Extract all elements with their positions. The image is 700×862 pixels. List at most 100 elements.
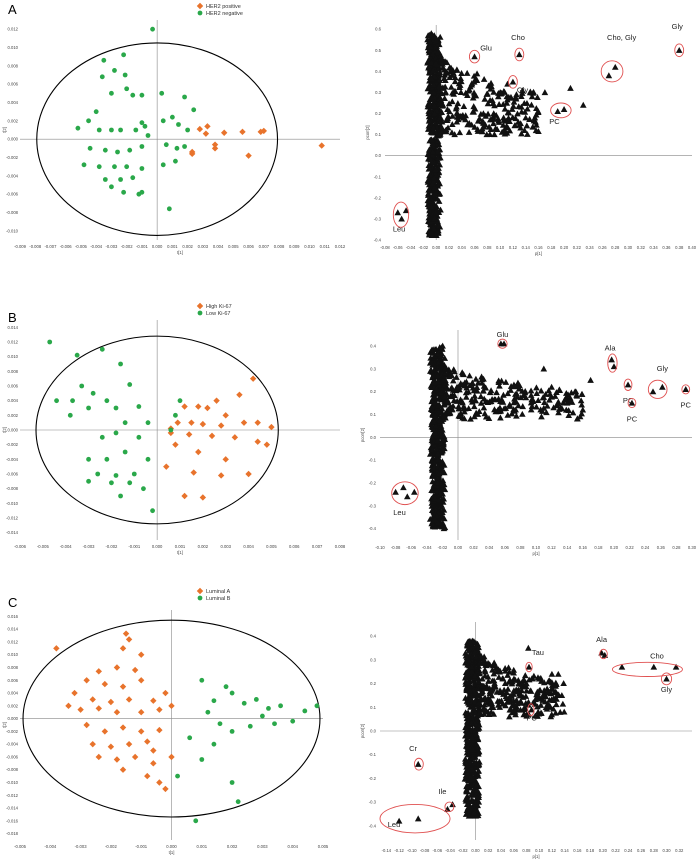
- loading-marker: [437, 130, 444, 137]
- loading-marker: [453, 103, 460, 110]
- score-point: [168, 427, 174, 433]
- loading-marker: [493, 688, 501, 695]
- loading-marker: [541, 698, 549, 705]
- loading-marker: [434, 475, 442, 482]
- loading-marker: [541, 399, 548, 406]
- score-point: [102, 177, 108, 182]
- score-point: [101, 728, 109, 735]
- loading-marker: [576, 413, 584, 420]
- loading-marker: [434, 432, 441, 439]
- score-point: [95, 471, 101, 477]
- loading-marker: [428, 403, 436, 410]
- loading-marker: [514, 110, 521, 117]
- loading-marker: [469, 745, 476, 752]
- loading-marker: [502, 702, 509, 709]
- loading-marker: [519, 87, 526, 94]
- score-point: [115, 149, 120, 155]
- loading-marker: [540, 687, 548, 694]
- loading-marker: [499, 675, 506, 682]
- loading-marker: [438, 432, 446, 439]
- score-point: [236, 391, 243, 398]
- loading-marker: [498, 398, 506, 405]
- loading-marker: [477, 393, 485, 400]
- score-point: [290, 718, 296, 724]
- loading-marker: [526, 116, 533, 122]
- x-tick-label: 0.007: [259, 244, 270, 249]
- loading-point: [414, 815, 422, 822]
- y-tick-label: 0.004: [8, 691, 19, 696]
- score-point: [150, 760, 157, 767]
- x-tick-label: 0.000: [152, 244, 163, 249]
- score-point: [175, 773, 180, 779]
- highlight-ellipse: [379, 804, 451, 834]
- loading-marker: [561, 396, 568, 403]
- x-tick-label: -0.02: [438, 545, 448, 550]
- chart-A-loadings: -0.08 -0.06 -0.04 -0.02 0.00 0.02 0.04 0.06 0.08…: [365, 22, 697, 256]
- highlight-ellipse: [413, 757, 424, 771]
- legend-marker: [197, 595, 203, 601]
- loading-marker: [525, 701, 532, 708]
- loading-point: [650, 663, 658, 670]
- metabolite-label: Glu: [497, 330, 509, 339]
- score-point: [118, 361, 123, 367]
- loading-marker: [441, 95, 448, 102]
- y-tick-label: 0.4: [370, 343, 376, 348]
- score-point: [67, 412, 73, 418]
- score-point: [172, 441, 179, 448]
- loading-marker: [480, 705, 488, 711]
- loading-marker: [432, 54, 439, 61]
- loading-marker: [496, 382, 503, 389]
- score-point: [199, 757, 205, 762]
- score-point: [113, 709, 121, 716]
- score-point: [99, 346, 105, 352]
- x-tick-label: -0.005: [14, 844, 27, 849]
- x-tick-label: 0.24: [641, 545, 650, 550]
- loading-marker: [425, 177, 432, 184]
- score-point: [131, 753, 139, 761]
- loading-marker: [486, 685, 493, 692]
- loading-marker: [425, 117, 433, 124]
- loading-point: [610, 363, 618, 370]
- loading-marker: [431, 352, 439, 359]
- loading-marker: [471, 649, 478, 656]
- loading-marker: [492, 396, 499, 403]
- loading-marker: [477, 399, 485, 406]
- loading-marker: [437, 503, 444, 510]
- loading-point: [548, 383, 555, 390]
- loading-marker: [487, 398, 495, 405]
- score-point: [139, 144, 145, 149]
- score-point: [231, 434, 239, 441]
- score-point: [211, 741, 217, 747]
- loading-marker: [469, 108, 477, 115]
- loading-marker: [506, 713, 513, 720]
- loading-marker: [462, 116, 469, 123]
- score-point: [83, 721, 90, 729]
- loading-marker: [492, 125, 499, 132]
- loading-marker: [480, 656, 488, 663]
- x-tick-label: -0.10: [407, 848, 417, 853]
- x-tick-label: 0.24: [586, 245, 595, 250]
- score-point: [159, 90, 165, 96]
- score-point: [229, 690, 235, 696]
- loading-point: [579, 101, 587, 108]
- loading-marker: [436, 82, 443, 89]
- y-tick-label: -0.002: [6, 155, 19, 160]
- loading-marker: [511, 676, 519, 683]
- loading-marker: [518, 89, 526, 96]
- score-point: [138, 728, 145, 735]
- loading-marker: [473, 384, 481, 391]
- score-point: [195, 403, 202, 410]
- score-point: [254, 419, 261, 426]
- loading-marker: [432, 59, 440, 66]
- metabolite-label: PC: [549, 117, 560, 126]
- loading-marker: [500, 686, 508, 693]
- score-point: [65, 702, 72, 710]
- highlight-ellipse: [599, 648, 608, 660]
- y-tick-label: 0.3: [370, 657, 376, 662]
- loading-marker: [430, 158, 437, 165]
- loading-marker: [560, 680, 567, 687]
- loading-marker: [510, 98, 518, 105]
- x-tick-label: -0.009: [14, 244, 27, 249]
- y-tick-label: 0.002: [8, 413, 19, 418]
- loading-marker: [432, 166, 440, 173]
